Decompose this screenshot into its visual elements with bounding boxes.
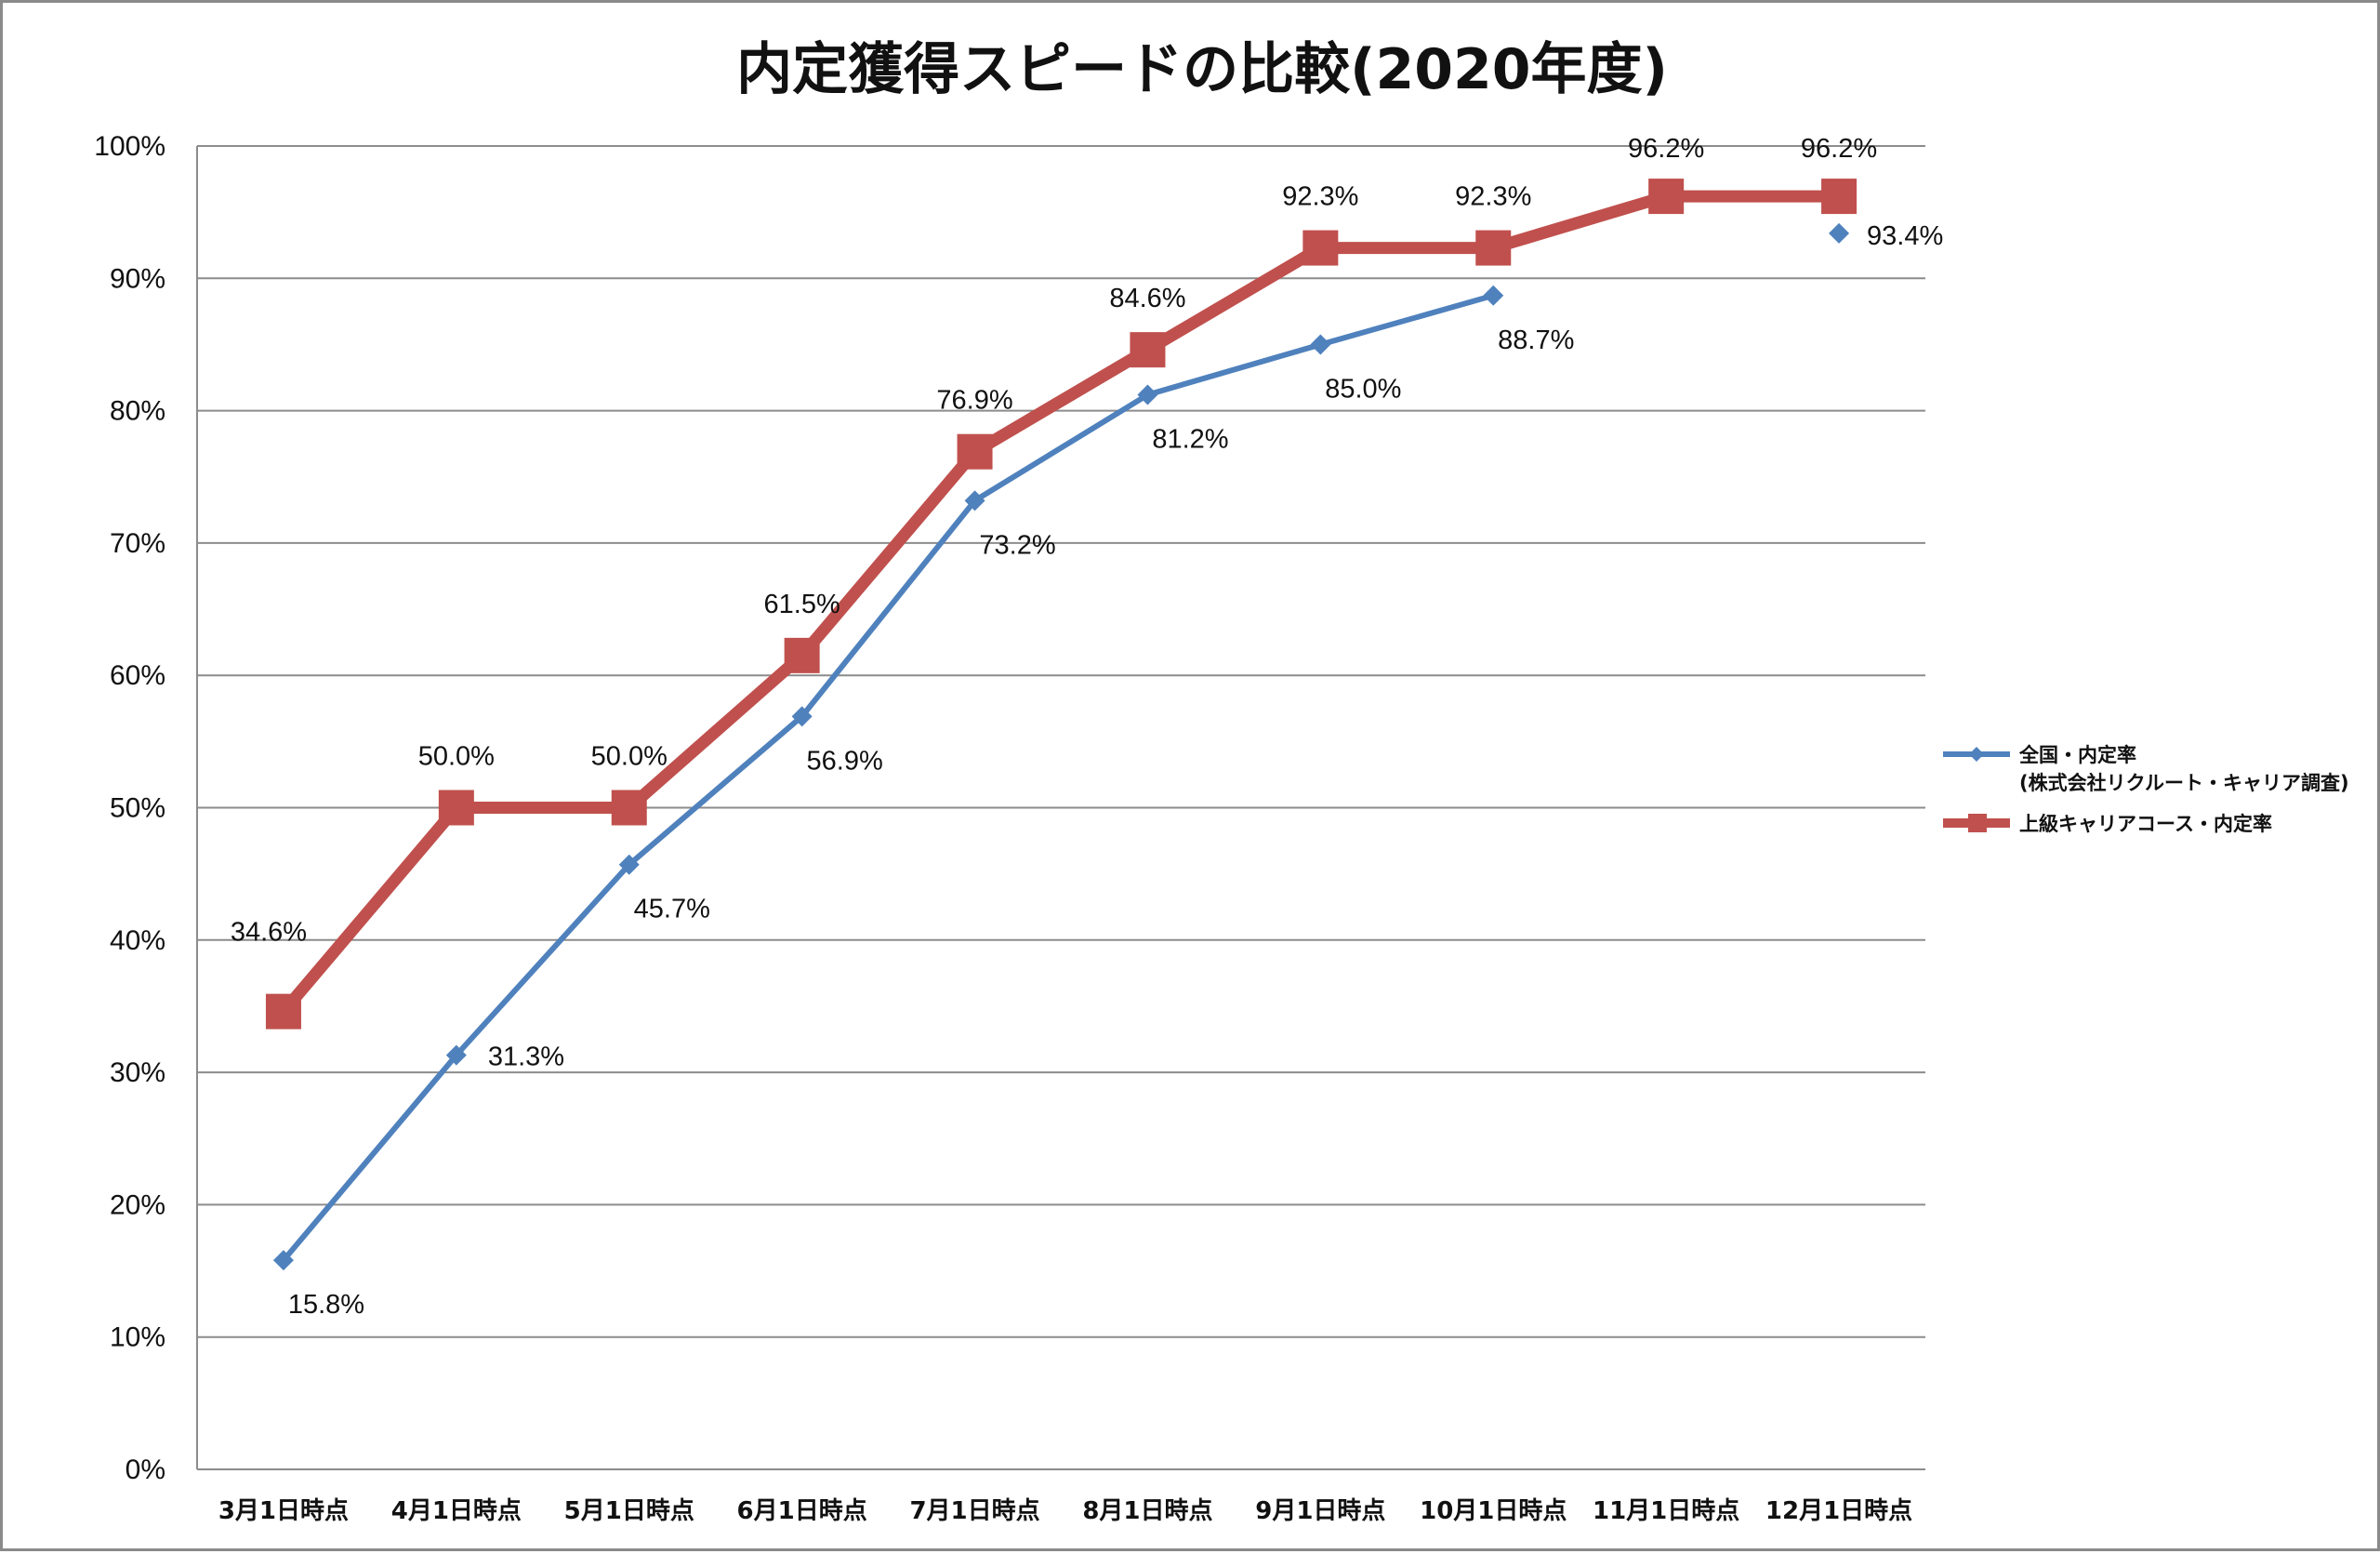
data-point	[438, 790, 474, 826]
series-line	[278, 190, 1840, 1016]
y-tick-label: 60%	[110, 660, 165, 691]
data-label: 34.6%	[231, 918, 307, 948]
data-point	[1302, 230, 1339, 266]
x-tick-label: 8月1日時点	[1082, 1496, 1212, 1525]
data-point	[618, 854, 640, 875]
data-label: 56.9%	[807, 746, 883, 776]
data-point	[445, 1044, 467, 1066]
data-label: 50.0%	[418, 742, 495, 772]
legend-label-advanced: 上級キャリアコース・内定率	[2019, 813, 2272, 835]
y-tick-label: 40%	[110, 925, 165, 956]
data-label: 92.3%	[1455, 182, 1531, 212]
data-label: 15.8%	[288, 1290, 364, 1320]
x-tick-label: 7月1日時点	[909, 1496, 1039, 1525]
data-label: 92.3%	[1282, 182, 1358, 212]
legend-marker-national	[1969, 747, 1984, 762]
x-tick-label: 4月1日時点	[391, 1496, 522, 1525]
y-tick-label: 100%	[94, 131, 165, 162]
data-point	[1648, 179, 1685, 215]
y-tick-label: 30%	[110, 1057, 165, 1088]
data-label: 31.3%	[488, 1043, 564, 1072]
data-label: 81.2%	[1152, 425, 1228, 455]
data-point	[1483, 285, 1504, 306]
data-label: 45.7%	[634, 895, 710, 924]
x-tick-label: 6月1日時点	[737, 1496, 867, 1525]
data-point	[964, 490, 985, 511]
line-chart: 内定獲得スピードの比較(2020年度) 0% 10% 20% 30% 40% 50% 60%…	[94, 37, 2349, 1525]
data-point	[1475, 230, 1512, 266]
series-group	[265, 179, 1858, 1271]
data-label: 96.2%	[1628, 134, 1704, 164]
chart-title: 内定獲得スピードの比較(2020年度)	[736, 37, 1668, 102]
data-point	[784, 637, 820, 673]
data-point	[611, 790, 647, 826]
x-tick-label: 3月1日時点	[218, 1496, 349, 1525]
data-label: 76.9%	[936, 386, 1012, 416]
data-point	[1821, 179, 1858, 215]
x-tick-label: 9月1日時点	[1255, 1496, 1385, 1525]
data-label: 61.5%	[764, 590, 840, 619]
data-point	[957, 433, 993, 470]
data-point	[265, 993, 301, 1029]
y-tick-label: 80%	[110, 396, 165, 427]
data-point	[1829, 222, 1850, 244]
y-tick-label: 0%	[126, 1454, 165, 1485]
data-label: 88.7%	[1498, 325, 1574, 355]
data-point	[1137, 384, 1158, 405]
legend-label-national: 全国・内定率	[2018, 744, 2136, 766]
x-tick-label: 11月1日時点	[1593, 1496, 1739, 1525]
data-label: 84.6%	[1109, 284, 1185, 313]
x-tick-label: 12月1日時点	[1765, 1496, 1912, 1525]
data-point	[1310, 334, 1331, 355]
y-tick-label: 70%	[110, 528, 165, 559]
x-tick-label: 5月1日時点	[564, 1496, 694, 1525]
y-tick-label: 50%	[110, 793, 165, 824]
x-axis-tick-labels: 3月1日時点 4月1日時点 5月1日時点 6月1日時点 7月1日時点 8月1日時点 9月1日…	[218, 1496, 1912, 1525]
data-point	[272, 1250, 294, 1271]
data-label: 50.0%	[591, 742, 668, 772]
legend-label-national-source: (株式会社リクルート・キャリア調査)	[2019, 772, 2349, 794]
data-point	[791, 706, 813, 727]
data-label: 73.2%	[979, 530, 1055, 560]
y-tick-label: 10%	[110, 1322, 165, 1353]
series-line	[281, 292, 1495, 1263]
y-axis-tick-labels: 0% 10% 20% 30% 40% 50% 60% 70% 80% 90% 100%	[94, 131, 165, 1485]
y-tick-label: 90%	[110, 263, 165, 294]
legend: 全国・内定率 (株式会社リクルート・キャリア調査) 上級キャリアコース・内定率	[1943, 744, 2349, 835]
data-label: 96.2%	[1801, 134, 1877, 164]
data-point	[1130, 332, 1166, 368]
y-tick-label: 20%	[110, 1189, 165, 1220]
data-label: 93.4%	[1867, 221, 1943, 251]
data-label: 85.0%	[1325, 374, 1401, 404]
data-labels: 15.8% 31.3% 45.7% 56.9% 73.2% 81.2% 85.0% 88.7%…	[231, 134, 1943, 1320]
x-tick-label: 10月1日時点	[1420, 1496, 1567, 1525]
legend-marker-advanced	[1968, 814, 1987, 832]
